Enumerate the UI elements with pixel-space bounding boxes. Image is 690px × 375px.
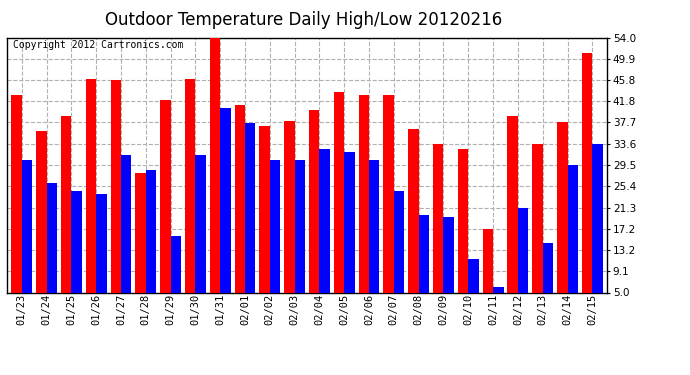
Bar xyxy=(110,80,121,318)
Bar xyxy=(195,154,206,318)
Bar xyxy=(469,259,479,318)
Bar xyxy=(309,110,319,318)
Bar xyxy=(86,79,96,318)
Bar xyxy=(557,122,567,318)
Bar xyxy=(384,95,394,318)
Bar xyxy=(359,95,369,318)
Bar xyxy=(532,144,543,318)
Text: Copyright 2012 Cartronics.com: Copyright 2012 Cartronics.com xyxy=(13,40,184,50)
Bar xyxy=(567,165,578,318)
Bar xyxy=(319,149,330,318)
Bar xyxy=(71,191,82,318)
Bar xyxy=(96,194,107,318)
Bar xyxy=(259,126,270,318)
Bar xyxy=(433,144,444,318)
Bar xyxy=(334,92,344,318)
Bar xyxy=(160,100,170,318)
Bar xyxy=(483,229,493,318)
Bar xyxy=(369,160,380,318)
Bar xyxy=(210,38,220,318)
Text: Outdoor Temperature Daily High/Low 20120216: Outdoor Temperature Daily High/Low 20120… xyxy=(105,11,502,29)
Bar xyxy=(47,183,57,318)
Bar xyxy=(11,95,22,318)
Bar xyxy=(235,105,245,318)
Bar xyxy=(592,144,603,318)
Bar xyxy=(344,152,355,318)
Bar xyxy=(135,173,146,318)
Bar xyxy=(582,53,592,318)
Bar xyxy=(408,129,419,318)
Bar xyxy=(419,216,429,318)
Bar xyxy=(61,116,71,318)
Bar xyxy=(270,160,280,318)
Bar xyxy=(185,79,195,318)
Bar xyxy=(146,170,156,318)
Bar xyxy=(121,154,131,318)
Bar xyxy=(394,191,404,318)
Bar xyxy=(493,287,504,318)
Bar xyxy=(458,149,469,318)
Bar xyxy=(245,123,255,318)
Bar xyxy=(295,160,305,318)
Bar xyxy=(507,116,518,318)
Bar xyxy=(170,236,181,318)
Bar xyxy=(543,243,553,318)
Bar xyxy=(518,208,529,318)
Bar xyxy=(220,108,230,318)
Bar xyxy=(444,217,454,318)
Bar xyxy=(22,160,32,318)
Bar xyxy=(284,121,295,318)
Bar xyxy=(36,131,47,318)
